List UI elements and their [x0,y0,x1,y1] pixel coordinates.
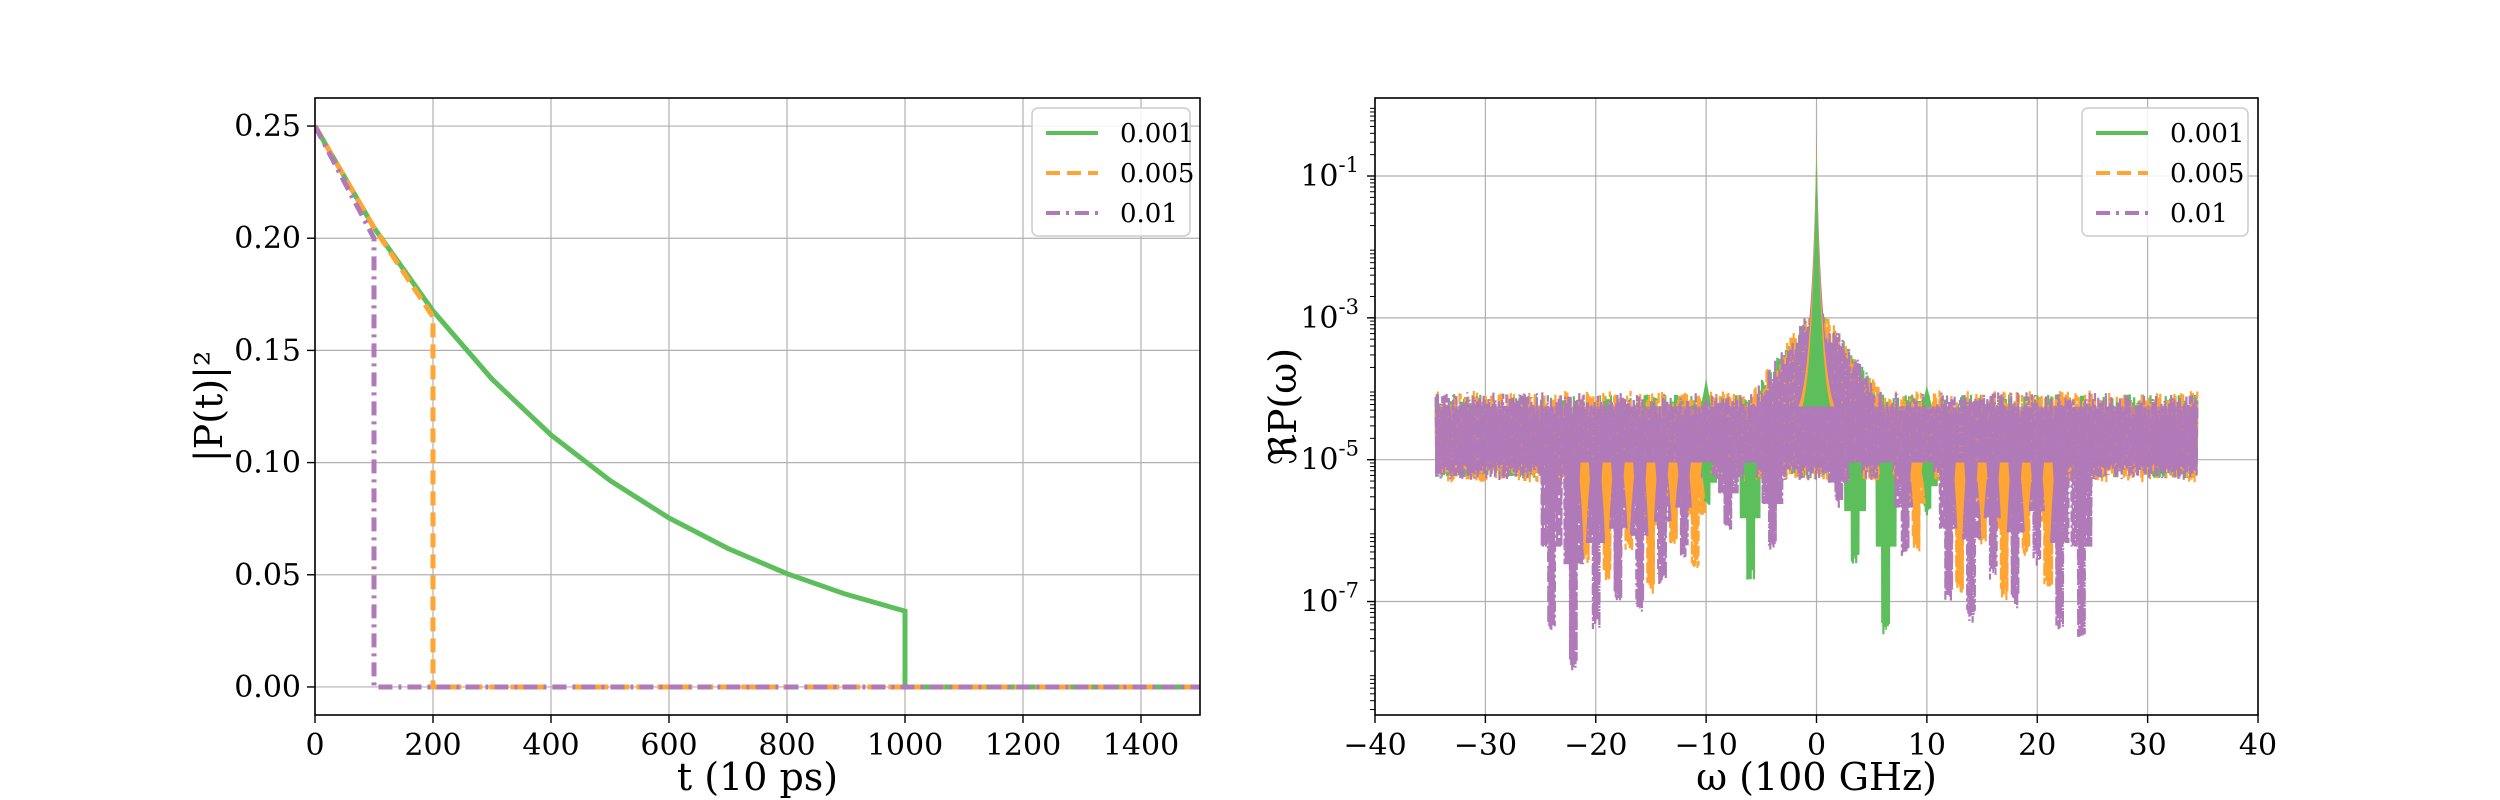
dip-mark [1879,462,1893,630]
dip-mark [1655,462,1669,581]
side-peak-mark [1701,378,1712,407]
y-tick-base: 10 [1300,585,1338,620]
side-peak-mark [1702,399,1711,407]
y-tick-base: 10 [1300,443,1338,478]
series-band-0.01 [1435,406,2198,464]
x-tick-label: 10 [1908,728,1946,763]
dip-mark [1611,462,1625,595]
dip-mark [1942,462,1956,595]
y-tick-exponent: -5 [1339,437,1359,461]
dip-mark [1577,462,1592,559]
x-tick-label: 30 [2129,728,2167,763]
chart-left: 0 200 400 600 800 1000 1200 1400 0.00 0.05 0.10 0.1… [187,97,1201,799]
x-tick-label: 1400 [1103,728,1179,763]
dip-mark [1848,462,1862,559]
legend-label: 0.001 [1120,119,1194,149]
legend [1031,107,1191,237]
dip-mark [1964,462,1978,616]
legend-label: 0.005 [2170,159,2244,189]
side-peak-mark [1921,385,1932,407]
x-tick-label: 800 [758,728,815,763]
dip-mark [1986,462,2000,574]
x-tick-label: 0 [1807,728,1826,763]
legend-label: 0.01 [1120,199,1178,229]
legend [2081,107,2249,237]
legend-label: 0.01 [2170,199,2228,229]
y-tick-base: 10 [1300,159,1338,194]
x-tick-label: 40 [2239,728,2277,763]
dip-mark [1677,462,1691,552]
y-axis-label: |P(t)|² [187,351,231,462]
dip-mark [1544,462,1559,630]
dip-mark [1953,462,1967,588]
legend-label: 0.001 [2170,119,2244,149]
x-tick-label: 1200 [985,728,1061,763]
peak-mark [1802,141,1831,407]
dip-mark [2008,462,2022,602]
x-tick-label: −40 [1343,728,1406,763]
y-axis-label: ℜP(ω) [1261,348,1305,465]
dip-mark [1599,462,1614,574]
y-tick-label: 0.05 [234,558,301,593]
chart-right: −40 −30 −20 −10 0 10 20 30 4010-110-310-510-70.0… [1261,97,2277,799]
y-tick-label: 0.00 [234,670,301,705]
dip-mark [1688,462,1702,567]
dip-mark [2052,462,2067,623]
x-tick-label: −10 [1674,728,1737,763]
dip-mark [1897,462,1912,552]
y-tick-label: 0.10 [234,446,301,481]
dip-mark [1831,462,1846,503]
x-axis-label: t (10 ps) [677,755,838,799]
dip-mark [1721,462,1736,524]
dip-mark [1765,462,1780,545]
y-tick-label: 0.20 [234,221,301,256]
dip-mark [2041,462,2056,581]
x-tick-label: 20 [2018,728,2056,763]
dip-mark [1743,462,1758,574]
plot-frame [1374,97,2259,716]
x-axis-label: ω (100 GHz) [1696,755,1937,799]
dip-mark [1666,462,1680,538]
x-tick-label: −30 [1454,728,1517,763]
dip-mark [1908,462,1923,545]
y-tick-label: 0.15 [234,333,301,368]
x-tick-label: 400 [522,728,579,763]
y-tick-exponent: -3 [1339,295,1359,319]
y-tick-exponent: -7 [1339,579,1359,603]
plot-area [1434,129,2199,672]
dip-mark [1919,462,1934,510]
y-tick-label: 10-3 [1300,295,1359,336]
x-tick-label: 1000 [867,728,943,763]
dip-mark [1644,462,1658,588]
series-line-0.001 [315,124,1200,690]
y-tick-label: 10-7 [1300,579,1359,620]
y-tick-exponent: -1 [1339,153,1359,177]
dip-mark [1699,462,1714,503]
series-line-0.01 [315,124,1200,690]
legend-label: 0.005 [1120,159,1194,189]
x-tick-label: 200 [404,728,461,763]
dip-mark [2019,462,2034,552]
dip-mark [1566,462,1581,666]
dip-mark [2074,462,2089,630]
x-tick-label: −20 [1564,728,1627,763]
dip-mark [1975,462,1989,538]
y-tick-label: 10-1 [1300,153,1359,194]
dip-mark [1622,462,1636,545]
dip-mark [1633,462,1647,609]
y-tick-label: 0.25 [234,109,301,144]
plot-frame [314,97,1201,716]
x-tick-label: 600 [640,728,697,763]
y-tick-label: 10-5 [1300,437,1359,478]
dip-mark [1588,462,1603,623]
y-tick-base: 10 [1300,301,1338,336]
dip-mark [1997,462,2011,595]
dip-mark [2030,462,2045,559]
x-tick-label: 0 [305,728,324,763]
